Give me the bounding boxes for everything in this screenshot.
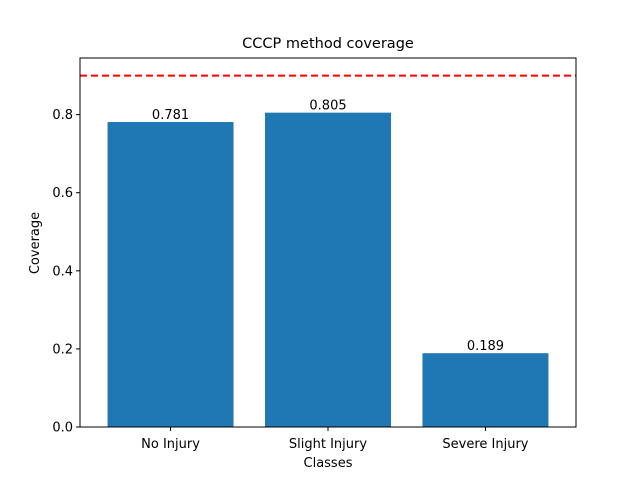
data-label: 0.189 [467, 339, 504, 354]
y-tick-label: 0.4 [52, 264, 73, 279]
y-tick-label: 0.2 [52, 342, 73, 357]
y-tick-label: 0.6 [52, 186, 73, 201]
chart-title: CCCP method coverage [242, 36, 414, 52]
data-label: 0.805 [309, 99, 346, 114]
bar-severe-injury [422, 353, 549, 427]
bar-no-injury [107, 122, 234, 427]
y-axis-label: Coverage [28, 212, 43, 274]
data-label: 0.781 [152, 108, 189, 123]
x-tick-label: Slight Injury [289, 437, 367, 452]
data-labels-layer: 0.781 0.805 0.189 [152, 99, 504, 355]
x-tick-label: Severe Injury [442, 437, 528, 452]
bars-layer [107, 112, 549, 428]
y-tick-label: 0.8 [52, 108, 73, 123]
x-axis-label: Classes [304, 456, 353, 471]
x-tick-label: No Injury [141, 437, 200, 452]
bar-slight-injury [265, 112, 391, 428]
y-tick-label: 0.0 [52, 421, 73, 436]
ticks-layer: 0.0 0.2 0.4 0.6 0.8 No Injury Slight Injury Sev… [52, 108, 529, 452]
